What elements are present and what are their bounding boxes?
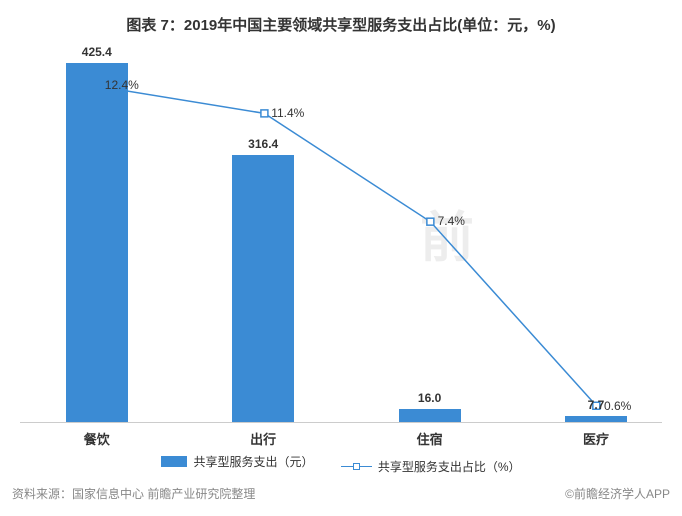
line-value-label: 12.4% (105, 78, 139, 92)
line-value-label: 7.4% (438, 214, 465, 228)
legend-swatch-bar (161, 456, 187, 467)
bar-value-label: 16.0 (399, 391, 461, 405)
bar: 425.4 (66, 63, 128, 422)
bar: 316.4 (232, 155, 294, 422)
chart-area: 前 425.4316.416.07.712.4%11.4%7.4%0.6% 餐饮… (20, 43, 662, 481)
x-tick-label: 餐饮 (57, 429, 137, 448)
legend-line-seg-right (360, 466, 372, 468)
plot-area: 前 425.4316.416.07.712.4%11.4%7.4%0.6% (20, 43, 662, 423)
bar-value-label: 425.4 (66, 45, 128, 59)
line-value-label: 0.6% (604, 399, 631, 413)
x-tick-label: 出行 (223, 429, 303, 448)
legend-label-bar: 共享型服务支出（元） (193, 453, 313, 470)
x-tick-label: 住宿 (390, 429, 470, 448)
chart-title: 图表 7：2019年中国主要领域共享型服务支出占比(单位：元，%) (0, 0, 682, 43)
line-marker (427, 218, 434, 225)
legend-item-bar: 共享型服务支出（元） (161, 453, 313, 470)
x-axis: 餐饮 出行 住宿 医疗 (20, 423, 662, 451)
legend-marker (353, 463, 360, 470)
bar-value-label: 316.4 (232, 137, 294, 151)
line-marker (261, 110, 268, 117)
legend-label-line: 共享型服务支出占比（%） (378, 458, 521, 475)
legend-line-sample (341, 463, 372, 470)
x-tick-label: 医疗 (556, 429, 636, 448)
footer: 资料来源：国家信息中心 前瞻产业研究院整理 ©前瞻经济学人APP (0, 481, 682, 502)
source-text: 资料来源：国家信息中心 前瞻产业研究院整理 (12, 485, 255, 502)
legend-line-seg-left (341, 466, 353, 468)
legend: 共享型服务支出（元） 共享型服务支出占比（%） (20, 451, 662, 481)
bar: 7.7 (565, 416, 627, 423)
brand-text: ©前瞻经济学人APP (565, 485, 670, 502)
bar: 16.0 (399, 409, 461, 423)
line-value-label: 11.4% (271, 106, 304, 120)
legend-item-line: 共享型服务支出占比（%） (341, 458, 521, 475)
